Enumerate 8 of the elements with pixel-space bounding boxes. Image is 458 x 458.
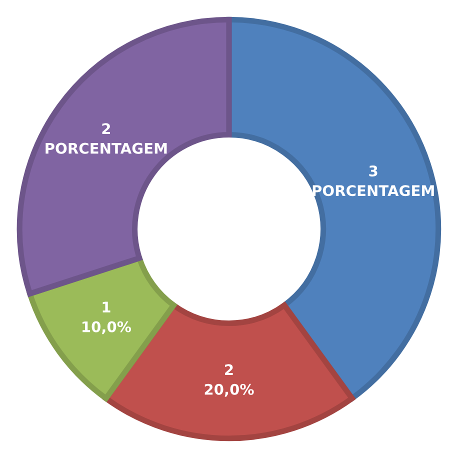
slice-label: 3 [369,165,378,176]
data-label: PORCENTAGEM [46,142,167,154]
slice-label: 2 [102,123,110,134]
slice-label: 1 [102,302,110,312]
data-label: 10,0% [82,321,132,334]
data-label: 20,0% [204,384,254,397]
slice-label: 2 [225,364,233,375]
data-label: PORCENTAGEM [312,185,434,196]
